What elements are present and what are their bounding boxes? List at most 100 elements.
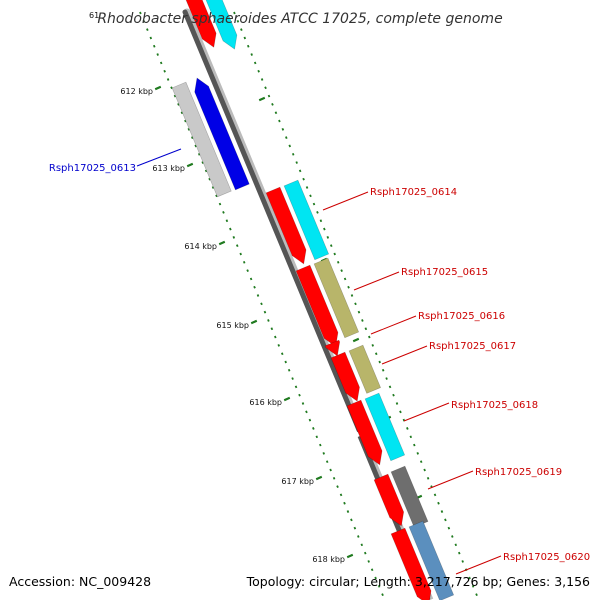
outer-scale-dot [274, 111, 278, 115]
outer-scale-dot [305, 186, 309, 189]
outer-scale-dot [350, 294, 354, 297]
outer-scale-dot [409, 435, 413, 439]
gene-label-0616[interactable]: Rsph17025_0616 [418, 311, 505, 322]
outer-scale-dot [329, 244, 333, 248]
inner-scale-dot [294, 385, 298, 389]
inner-scale-dot [329, 468, 332, 472]
outer-scale-dot [399, 410, 402, 414]
inner-scale-dot [225, 219, 229, 223]
inner-scale-dot [232, 235, 236, 239]
outer-scale-dot [278, 119, 281, 123]
inner-scale-dot [159, 61, 163, 65]
inner-scale-dot [253, 285, 256, 289]
gene-label-leader [381, 345, 428, 365]
scale-major-tick [154, 85, 162, 91]
outer-scale-dot [271, 103, 274, 106]
outer-scale-dot [440, 510, 444, 513]
outer-scale-dot [444, 518, 447, 522]
outer-scale-dot [243, 36, 247, 40]
inner-scale-dot [173, 94, 177, 98]
gene-label-0620[interactable]: Rsph17025_0620 [503, 552, 590, 563]
gene-0620-feature[interactable] [408, 520, 455, 600]
inner-scale-dot [194, 144, 198, 148]
gene-0614-feature[interactable] [283, 179, 330, 261]
outer-scale-dot [333, 252, 336, 256]
accession-text: Accession: NC_009428 [9, 574, 152, 589]
inner-scale-dot [201, 161, 204, 164]
inner-scale-dot [298, 393, 301, 397]
inner-scale-dot [370, 568, 374, 572]
inner-scale-dot [270, 327, 274, 331]
inner-scale-dot [325, 460, 329, 464]
gene-label-leader [427, 470, 474, 490]
inner-scale-dot [360, 543, 364, 547]
scale-major-tick [218, 240, 226, 246]
inner-scale-dot [235, 244, 239, 248]
gene-0618-cds[interactable] [346, 399, 383, 466]
tick-label: 618 kbp [312, 555, 345, 564]
inner-scale-dot [191, 136, 194, 140]
inner-scale-dot [256, 294, 260, 297]
inner-scale-dot [177, 103, 180, 106]
outer-scale-dot [437, 501, 440, 505]
inner-scale-dot [149, 36, 153, 40]
inner-scale-dot [242, 260, 246, 264]
outer-scale-dot [406, 427, 409, 430]
gene-0616-cds[interactable] [324, 339, 341, 357]
gene-label-0618[interactable]: Rsph17025_0618 [451, 400, 538, 411]
outer-scale-dot [354, 302, 357, 306]
inner-scale-dot [319, 443, 322, 447]
outer-scale-dot [319, 219, 323, 223]
inner-scale-dot [208, 177, 211, 181]
outer-scale-dot [419, 460, 423, 464]
outer-scale-dot [285, 136, 288, 140]
scale-major-tick [315, 475, 323, 481]
gene-0613-feature[interactable] [171, 81, 232, 198]
gene-0615-feature[interactable] [313, 257, 360, 339]
inner-scale-dot [374, 576, 377, 580]
inner-scale-dot [218, 202, 222, 206]
inner-scale-dot [277, 344, 281, 347]
gene-label-0619[interactable]: Rsph17025_0619 [475, 467, 562, 478]
gene-label-0613[interactable]: Rsph17025_0613 [49, 163, 136, 174]
gene-0611-feature[interactable] [203, 0, 238, 50]
inner-scale-dot [336, 485, 339, 488]
gene-label-leader [322, 191, 369, 211]
gene-0617-feature[interactable] [348, 344, 381, 394]
gene-0617-cds[interactable] [330, 351, 360, 402]
gene-0614-cds[interactable] [265, 186, 307, 265]
gene-label-0614[interactable]: Rsph17025_0614 [370, 187, 457, 198]
tick-label: 617 kbp [281, 477, 314, 486]
gene-labels: Rsph17025_0613 Rsph17025_0614 Rsph17025_06… [49, 148, 590, 575]
inner-scale-dot [249, 277, 253, 281]
outer-scale-dot [471, 584, 475, 588]
outer-scale-dot [323, 227, 326, 231]
outer-scale-dot [281, 127, 285, 131]
inner-scale-dot [274, 335, 277, 339]
gene-0619-cds[interactable] [373, 473, 404, 527]
inner-scale-dot [280, 352, 284, 356]
scale-major-tick [346, 553, 354, 559]
inner-scale-dot [291, 377, 294, 380]
scale-major-tick [186, 162, 194, 168]
gene-0613-cds[interactable] [194, 77, 250, 191]
gene-label-leader [136, 148, 182, 167]
scale-major-tick [258, 96, 266, 102]
outer-scale-dot [260, 78, 264, 81]
gene-0618-feature[interactable] [364, 392, 406, 462]
gene-0620-cds[interactable] [390, 527, 432, 600]
inner-scale-dot [260, 302, 263, 306]
gene-label-0615[interactable]: Rsph17025_0615 [401, 267, 488, 278]
inner-scale-dot [305, 410, 308, 414]
outer-scale-dot [343, 277, 347, 281]
outer-scale-dot [267, 94, 271, 98]
gene-0611-cds[interactable] [183, 0, 217, 48]
gene-label-leader [455, 555, 502, 575]
outer-scale-dot [413, 443, 416, 447]
gene-0615-cds[interactable] [295, 264, 339, 347]
inner-scale-dot [339, 493, 343, 497]
gene-label-0617[interactable]: Rsph17025_0617 [429, 341, 516, 352]
scale-ticks: 612 kbp 613 kbp 614 kbp 615 kbp 616 kbp 617 k… [120, 11, 478, 597]
outer-scale-dot [433, 493, 437, 497]
